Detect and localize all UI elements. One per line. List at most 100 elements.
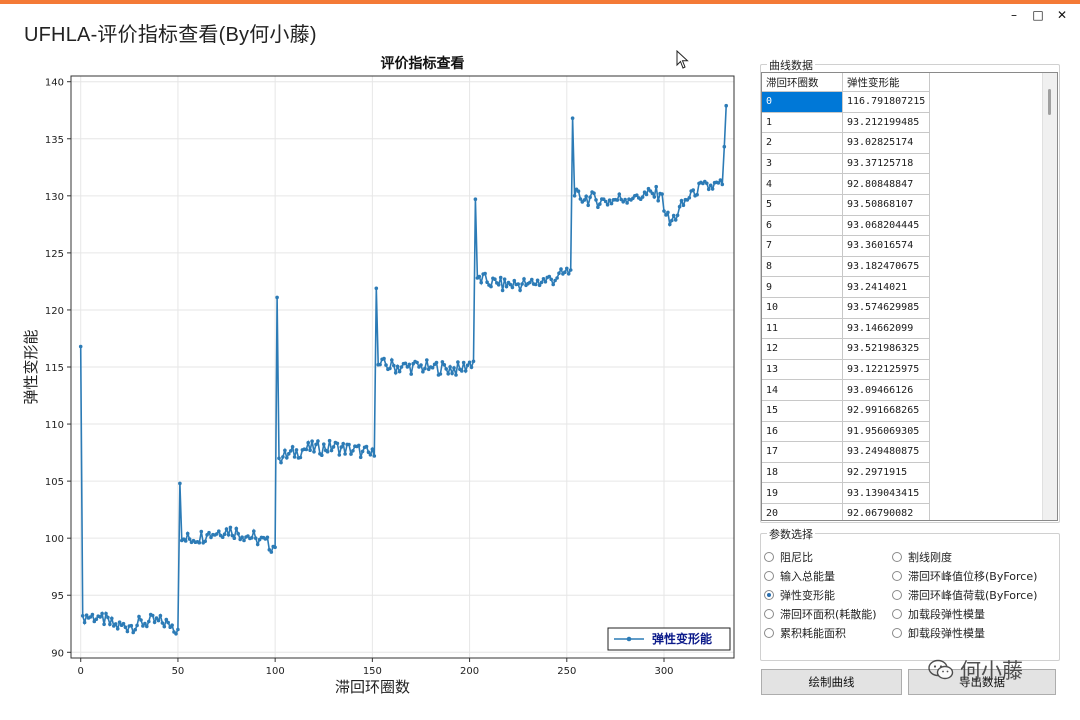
table-row[interactable]: 16 91.956069305 — [762, 421, 931, 443]
cell-value[interactable]: 93.574629985 — [842, 297, 931, 319]
param-radio-left-0[interactable]: 阻尼比 — [764, 549, 813, 565]
cell-value[interactable]: 92.06790082 — [842, 503, 931, 520]
cell-cycle[interactable]: 7 — [762, 235, 843, 257]
close-button[interactable]: ✕ — [1056, 8, 1068, 22]
param-select-group-label: 参数选择 — [767, 526, 815, 542]
param-radio-left-3[interactable]: 滞回环面积(耗散能) — [764, 606, 877, 622]
param-radio-left-2[interactable]: 弹性变形能 — [764, 587, 835, 603]
table-row[interactable]: 7 93.36016574 — [762, 235, 931, 257]
table-row[interactable]: 17 93.249480875 — [762, 441, 931, 463]
data-point — [607, 198, 612, 202]
cell-cycle[interactable]: 15 — [762, 400, 843, 422]
minimize-button[interactable]: – — [1011, 8, 1017, 22]
column-header-cycle[interactable]: 滞回环圈数 — [762, 73, 843, 92]
radio-button-icon[interactable] — [892, 552, 902, 562]
table-row[interactable]: 19 93.139043415 — [762, 482, 931, 504]
cell-value[interactable]: 93.182470675 — [842, 256, 931, 278]
table-row[interactable]: 12 93.521986325 — [762, 338, 931, 360]
cell-cycle[interactable]: 13 — [762, 359, 843, 381]
table-row[interactable]: 9 93.2414021 — [762, 276, 931, 298]
cell-value[interactable]: 93.249480875 — [842, 441, 931, 463]
table-row[interactable]: 2 93.02825174 — [762, 132, 931, 154]
data-point — [110, 616, 114, 621]
cell-cycle[interactable]: 12 — [762, 338, 843, 360]
cell-cycle[interactable]: 9 — [762, 276, 843, 298]
param-radio-right-2[interactable]: 滞回环峰值荷载(ByForce) — [892, 587, 1037, 603]
data-point — [502, 277, 507, 281]
table-row[interactable]: 14 93.09466126 — [762, 379, 931, 401]
param-radio-right-3[interactable]: 加载段弹性模量 — [892, 606, 985, 622]
cell-cycle[interactable]: 8 — [762, 256, 843, 278]
cell-value[interactable]: 93.122125975 — [842, 359, 931, 381]
cell-cycle[interactable]: 10 — [762, 297, 843, 319]
table-row[interactable]: 0 116.791807215 — [762, 91, 931, 113]
cell-cycle[interactable]: 11 — [762, 318, 843, 340]
cell-value[interactable]: 91.956069305 — [842, 421, 931, 443]
grid-vertical-scrollbar[interactable] — [1042, 73, 1057, 520]
cell-value[interactable]: 116.791807215 — [842, 91, 931, 113]
cell-value[interactable]: 93.14662099 — [842, 318, 931, 340]
cell-value[interactable]: 93.212199485 — [842, 112, 931, 134]
radio-button-icon[interactable] — [764, 552, 774, 562]
curve-data-grid[interactable]: 滞回环圈数 弹性变形能 0 116.791807215 1 93.212199485 2… — [761, 72, 1058, 521]
column-header-value[interactable]: 弹性变形能 — [842, 73, 931, 92]
cell-value[interactable]: 93.139043415 — [842, 482, 931, 504]
radio-button-icon[interactable] — [764, 571, 774, 581]
table-row[interactable]: 1 93.212199485 — [762, 112, 931, 134]
radio-button-icon[interactable] — [892, 628, 902, 638]
table-row[interactable]: 4 92.80848847 — [762, 173, 931, 195]
cell-value[interactable]: 92.2971915 — [842, 462, 931, 484]
cell-cycle[interactable]: 17 — [762, 441, 843, 463]
table-row[interactable]: 11 93.14662099 — [762, 318, 931, 340]
cell-value[interactable]: 93.50868107 — [842, 194, 931, 216]
cell-value[interactable]: 93.09466126 — [842, 379, 931, 401]
data-point — [434, 360, 439, 365]
table-row[interactable]: 15 92.991668265 — [762, 400, 931, 422]
cell-cycle[interactable]: 6 — [762, 215, 843, 237]
radio-button-icon[interactable] — [764, 628, 774, 638]
cell-value[interactable]: 93.521986325 — [842, 338, 931, 360]
cell-cycle[interactable]: 3 — [762, 153, 843, 175]
data-point — [382, 356, 386, 361]
table-row[interactable]: 6 93.068204445 — [762, 215, 931, 237]
draw-curve-button[interactable]: 绘制曲线 — [761, 669, 902, 695]
table-row[interactable]: 10 93.574629985 — [762, 297, 931, 319]
table-row[interactable]: 13 93.122125975 — [762, 359, 931, 381]
table-row[interactable]: 8 93.182470675 — [762, 256, 931, 278]
cell-cycle[interactable]: 20 — [762, 503, 843, 520]
scrollbar-thumb[interactable] — [1048, 89, 1051, 115]
cell-cycle[interactable]: 5 — [762, 194, 843, 216]
param-radio-right-1[interactable]: 滞回环峰值位移(ByForce) — [892, 568, 1037, 584]
cell-cycle[interactable]: 14 — [762, 379, 843, 401]
cell-value[interactable]: 93.37125718 — [842, 153, 931, 175]
cell-cycle[interactable]: 2 — [762, 132, 843, 154]
param-radio-right-0[interactable]: 割线刚度 — [892, 549, 952, 565]
table-row[interactable]: 5 93.50868107 — [762, 194, 931, 216]
param-radio-right-4[interactable]: 卸载段弹性模量 — [892, 625, 985, 641]
cell-value[interactable]: 93.2414021 — [842, 276, 931, 298]
cell-cycle[interactable]: 19 — [762, 482, 843, 504]
radio-button-icon[interactable] — [764, 609, 774, 619]
radio-button-icon[interactable] — [892, 571, 902, 581]
cell-cycle[interactable]: 16 — [762, 421, 843, 443]
cell-value[interactable]: 92.991668265 — [842, 400, 931, 422]
param-radio-left-4[interactable]: 累积耗能面积 — [764, 625, 846, 641]
cell-value[interactable]: 93.068204445 — [842, 215, 931, 237]
table-row[interactable]: 20 92.06790082 — [762, 503, 931, 520]
cell-cycle[interactable]: 1 — [762, 112, 843, 134]
data-point — [104, 611, 108, 616]
radio-button-icon[interactable] — [892, 590, 902, 600]
cell-value[interactable]: 93.36016574 — [842, 235, 931, 257]
cell-value[interactable]: 93.02825174 — [842, 132, 931, 154]
maximize-button[interactable]: □ — [1032, 8, 1044, 22]
radio-button-icon[interactable] — [764, 590, 774, 600]
table-row[interactable]: 3 93.37125718 — [762, 153, 931, 175]
table-row[interactable]: 18 92.2971915 — [762, 462, 931, 484]
radio-button-icon[interactable] — [892, 609, 902, 619]
cell-cycle[interactable]: 18 — [762, 462, 843, 484]
cell-value[interactable]: 92.80848847 — [842, 173, 931, 195]
data-point — [440, 360, 445, 364]
param-radio-left-1[interactable]: 输入总能量 — [764, 568, 835, 584]
cell-cycle[interactable]: 4 — [762, 173, 843, 195]
cell-cycle[interactable]: 0 — [762, 91, 843, 113]
